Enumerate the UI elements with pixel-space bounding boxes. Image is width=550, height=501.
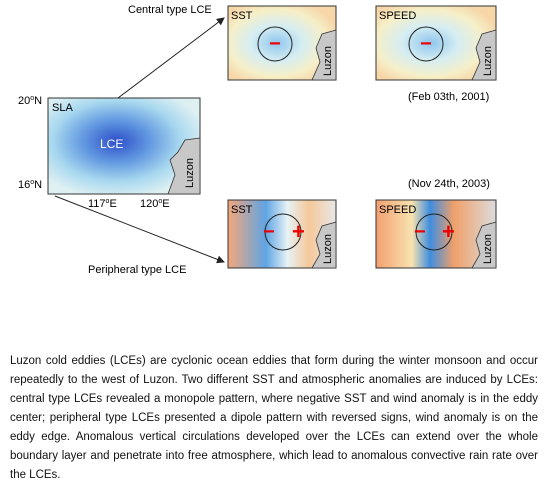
- arrow: [54, 195, 225, 264]
- label: Central type LCE: [128, 4, 212, 16]
- central-sst: SST − Luzon: [227, 5, 337, 81]
- sign: +: [442, 219, 455, 244]
- land-label: Luzon: [184, 158, 196, 188]
- date: (Nov 24th, 2003): [408, 178, 490, 190]
- central-speed: SPEED − Luzon: [375, 5, 497, 81]
- sup: o: [30, 179, 34, 186]
- hem: N: [34, 95, 42, 107]
- hem: N: [34, 179, 42, 191]
- deg: 20: [18, 95, 30, 107]
- figure: Central type LCE Peripheral type LCE SLA…: [18, 4, 497, 276]
- sup: o: [158, 198, 162, 205]
- deg: 120: [140, 198, 158, 210]
- sup: o: [30, 95, 34, 102]
- panel-title: SPEED: [379, 204, 416, 216]
- deg: 16: [18, 179, 30, 191]
- land-label: Luzon: [322, 46, 334, 76]
- lat-label: 20oN: [18, 95, 42, 107]
- sign: +: [292, 219, 305, 244]
- panel-title: SST: [231, 204, 253, 216]
- peripheral-speed: SPEED − + Luzon: [375, 199, 497, 269]
- panel-title: SST: [231, 10, 253, 22]
- abstract: Luzon cold eddies (LCEs) are cyclonic oc…: [10, 355, 538, 481]
- sup: o: [106, 198, 110, 205]
- lat-label: 16oN: [18, 179, 42, 191]
- panel-title: SLA: [52, 102, 73, 114]
- arrows: [54, 17, 225, 264]
- deg: 117: [88, 198, 106, 210]
- land-label: Luzon: [482, 234, 494, 264]
- sign: −: [414, 221, 426, 243]
- eddy-label: LCE: [100, 137, 123, 151]
- sla-panel: SLA LCE Luzon 20oN 16oN 117oE 120oE: [18, 95, 201, 210]
- peripheral-sst: SST − + Luzon: [227, 199, 337, 269]
- date: (Feb 03th, 2001): [408, 91, 489, 103]
- lon-label: 117oE: [88, 198, 117, 210]
- sign: −: [420, 33, 432, 55]
- arrow: [117, 17, 225, 99]
- lon-label: 120oE: [140, 198, 170, 210]
- sign: −: [269, 33, 281, 55]
- hem: E: [109, 198, 116, 210]
- land-label: Luzon: [322, 234, 334, 264]
- land-label: Luzon: [482, 46, 494, 76]
- panel-title: SPEED: [379, 10, 416, 22]
- label: Peripheral type LCE: [88, 264, 186, 276]
- sign: −: [263, 221, 275, 243]
- hem: E: [162, 198, 169, 210]
